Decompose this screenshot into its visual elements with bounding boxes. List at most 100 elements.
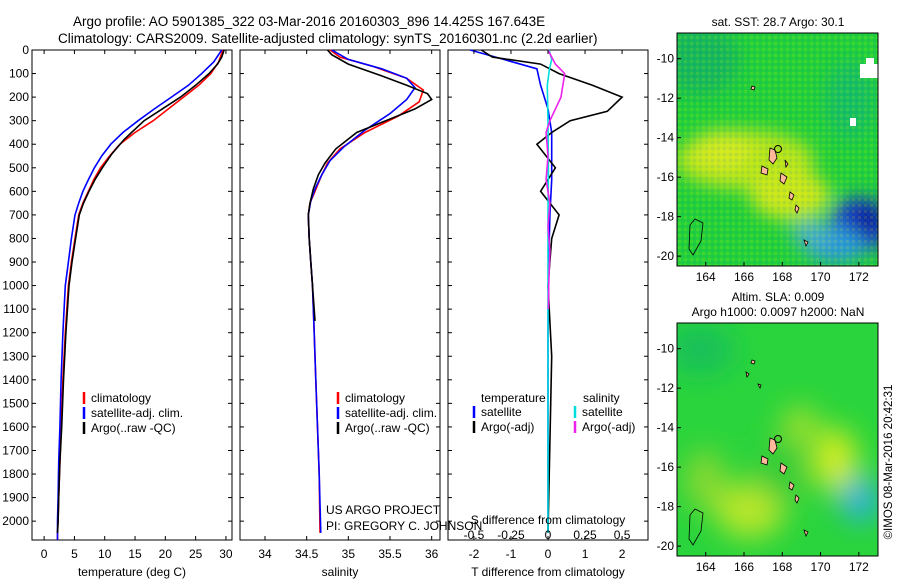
y-tick-label: 1500 [2,396,29,410]
temperature-axes-box [31,49,233,541]
legend-argo-label: Argo(..raw -QC) [91,421,176,435]
map-y-tick-label: -14 [657,421,675,435]
x-top-tick-label: -0.25 [497,528,525,542]
y-tick-label: 400 [9,137,29,151]
map-y-tick-label: -16 [657,170,675,184]
sla-map: Altim. SLA: 0.009 Argo h1000: 0.0097 h20… [657,290,879,574]
sla-map-coastlines [688,359,809,546]
y-tick-label: 1700 [2,443,29,457]
sla-map-subtitle: Argo h1000: 0.0097 h2000: NaN [692,305,865,319]
y-tick-label: 1100 [3,302,29,316]
series-line-argo-raw-qc- [56,49,225,533]
map-x-tick-label: 168 [772,560,792,574]
y-tick-label: 800 [9,231,29,245]
legend-climatology-label: climatology [91,391,151,405]
sla-argo-marker [774,435,782,443]
timestamp-stamp: ©IMOS 08-Mar-2016 20:42:31 [883,385,895,540]
series-line-climatology [307,49,425,533]
y-tick-label: 1600 [2,420,29,434]
sst-argo-marker [774,145,782,153]
map-y-tick-label: -18 [657,500,675,514]
x-tick-label: 36 [425,547,439,561]
map-y-tick-label: -12 [657,91,675,105]
x-tick-label: 0 [545,547,552,561]
header-subtitle: Climatology: CARS2009. Satellite-adjuste… [58,31,598,46]
legend-temp-satellite-label: satellite [481,405,522,419]
series-line-salinity-argo-adj- [545,49,566,310]
y-tick-label: 1200 [2,326,29,340]
sst-map-title: sat. SST: 28.7 Argo: 30.1 [712,15,845,29]
x-tick-label: -2 [469,547,480,561]
y-tick-label: 200 [9,90,29,104]
legend-temp-argo-label: Argo(-adj) [481,420,534,434]
y-tick-label: 1400 [2,373,29,387]
temperature-xlabel: temperature (deg C) [78,565,186,579]
difference-xlabel-top: S difference from climatology [471,513,626,527]
legend-satellite-label: satellite-adj. clim. [345,406,437,420]
map-x-tick-label: 168 [772,270,792,284]
map-y-tick-label: -14 [657,131,675,145]
sla-map-title: Altim. SLA: 0.009 [732,290,825,304]
x-tick-label: 10 [98,547,112,561]
difference-xlabel: T difference from climatology [471,565,625,579]
x-tick-label: 25 [189,547,203,561]
map-x-tick-label: 172 [849,270,869,284]
y-tick-label: 600 [9,184,29,198]
y-tick-label: 100 [9,67,29,81]
x-tick-label: 5 [71,547,78,561]
y-tick-label: 0 [22,43,29,57]
map-y-tick-label: -10 [657,52,675,66]
credit-pi: PI: GREGORY C. JOHNSON [326,519,482,533]
x-tick-label: 0 [41,547,48,561]
series-line-temperature-argo-adj- [480,49,624,533]
legend-temperature-title: temperature [481,391,546,405]
map-x-tick-label: 170 [811,270,831,284]
x-tick-label: 35 [342,547,356,561]
sst-map-frame [676,32,879,267]
sst-map-coastlines [688,85,809,256]
y-tick-label: 500 [9,161,29,175]
map-x-tick-label: 164 [696,270,716,284]
map-x-tick-label: 170 [811,560,831,574]
salinity-xlabel: salinity [322,565,359,579]
credit-project: US ARGO PROJECT [326,503,441,517]
y-tick-label: 1900 [2,491,29,505]
legend-sal-argo-label: Argo(-adj) [582,420,635,434]
x-top-tick-label: -0.5 [464,528,485,542]
y-tick-label: 700 [9,208,29,222]
map-y-tick-label: -12 [657,381,675,395]
map-y-tick-label: -20 [657,539,675,553]
x-tick-label: 15 [128,547,142,561]
legend-climatology-label: climatology [345,391,405,405]
x-top-tick-label: 0.25 [573,528,597,542]
x-tick-label: 30 [219,547,233,561]
x-tick-label: 1 [582,547,589,561]
map-x-tick-label: 164 [696,560,716,574]
y-tick-label: 1300 [2,349,29,363]
difference-legend: temperature salinity satellite Argo(-adj… [472,391,635,434]
series-line-argo-raw-qc- [307,49,433,321]
salinity-legend: climatology satellite-adj. clim. Argo(..… [336,391,437,435]
x-tick-label: 35.5 [378,547,402,561]
map-x-tick-label: 166 [734,270,754,284]
header-title: Argo profile: AO 5901385_322 03-Mar-2016… [73,14,545,29]
salinity-panel: 34 34.5 35 35.5 36 salinity climatology sate… [239,49,482,579]
legend-salinity-title: salinity [583,391,620,405]
x-tick-label: 34 [258,547,272,561]
legend-argo-label: Argo(..raw -QC) [345,421,430,435]
sla-map-frame [676,322,879,557]
y-tick-label: 900 [9,255,29,269]
x-tick-label: 34.5 [295,547,319,561]
sst-map: sat. SST: 28.7 Argo: 30.1 [657,15,879,284]
legend-satellite-label: satellite-adj. clim. [91,406,183,420]
map-y-tick-label: -16 [657,460,675,474]
map-y-tick-label: -20 [657,249,675,263]
map-x-tick-label: 166 [734,560,754,574]
map-x-tick-label: 172 [849,560,869,574]
series-line-satellite-adj-clim- [307,49,417,533]
difference-panel: -2 -1 0 1 2 -0.5 -0.25 0 0.25 0.5 S difference f… [447,49,649,579]
y-tick-label: 1800 [2,467,29,481]
y-tick-label: 1000 [2,279,29,293]
map-y-tick-label: -18 [657,210,675,224]
series-line-temperature-satellite [469,49,553,533]
